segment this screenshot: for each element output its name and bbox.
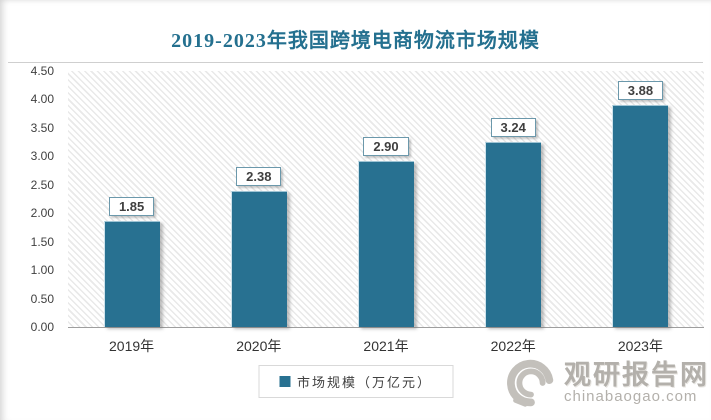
y-axis-tick-label: 3.00	[30, 149, 54, 164]
bar	[612, 105, 669, 327]
bar	[230, 191, 287, 327]
chart-title: 2019-2023年我国跨境电商物流市场规模	[171, 30, 540, 52]
watermark: 观研报告网 chinabaogao.com	[502, 354, 709, 412]
legend-label: 市场规模（万亿元）	[296, 375, 433, 390]
y-axis-tick-label: 2.00	[30, 206, 54, 221]
plot-area: 1.85 2.38 2.90 3.24 3.88	[68, 71, 704, 328]
y-axis-tick-label: 3.50	[30, 120, 54, 135]
bar-column: 3.24	[450, 71, 577, 327]
bar-column: 3.88	[577, 71, 704, 327]
x-axis-label: 2019年	[109, 338, 155, 354]
y-axis-tick-label: 4.00	[30, 92, 54, 107]
bar-column: 2.38	[195, 71, 322, 327]
x-axis-label: 2022年	[490, 338, 536, 354]
bar	[358, 161, 414, 327]
y-axis-tick-label: 0.00	[30, 320, 54, 334]
legend-marker-icon	[278, 376, 290, 387]
bar-column: 2.90	[322, 71, 449, 327]
bar	[485, 142, 542, 327]
watermark-text: 观研报告网 chinabaogao.com	[564, 361, 709, 405]
watermark-site-url: chinabaogao.com	[564, 388, 698, 406]
y-axis-tick-label: 1.50	[30, 234, 54, 249]
bar-value-label: 2.90	[363, 137, 409, 156]
watermark-swirl-logo-icon	[507, 359, 554, 407]
x-axis: 2019年 2020年 2021年 2022年 2023年	[68, 336, 704, 356]
y-axis-tick-label: 2.50	[30, 177, 54, 192]
legend: 市场规模（万亿元）	[257, 365, 454, 398]
bar-value-label: 3.88	[617, 81, 664, 100]
y-axis-tick-label: 4.50	[30, 64, 54, 78]
title-divider	[8, 62, 703, 63]
x-axis-label: 2021年	[363, 338, 409, 354]
y-axis: 4.50 4.00 3.50 3.00 2.50 2.00 1.50 1.00 0.50 0.00	[0, 64, 60, 334]
bar-value-label: 1.85	[108, 197, 155, 216]
bar-value-label: 3.24	[490, 118, 536, 137]
x-axis-label: 2023年	[617, 338, 663, 354]
bar-value-label: 2.38	[236, 167, 282, 186]
x-axis-label: 2020年	[236, 338, 282, 354]
watermark-site-name: 观研报告网	[564, 359, 709, 390]
bar-column: 1.85	[68, 71, 195, 327]
y-axis-tick-label: 1.00	[30, 263, 54, 278]
y-axis-tick-label: 0.50	[30, 291, 54, 306]
bar	[103, 221, 160, 327]
